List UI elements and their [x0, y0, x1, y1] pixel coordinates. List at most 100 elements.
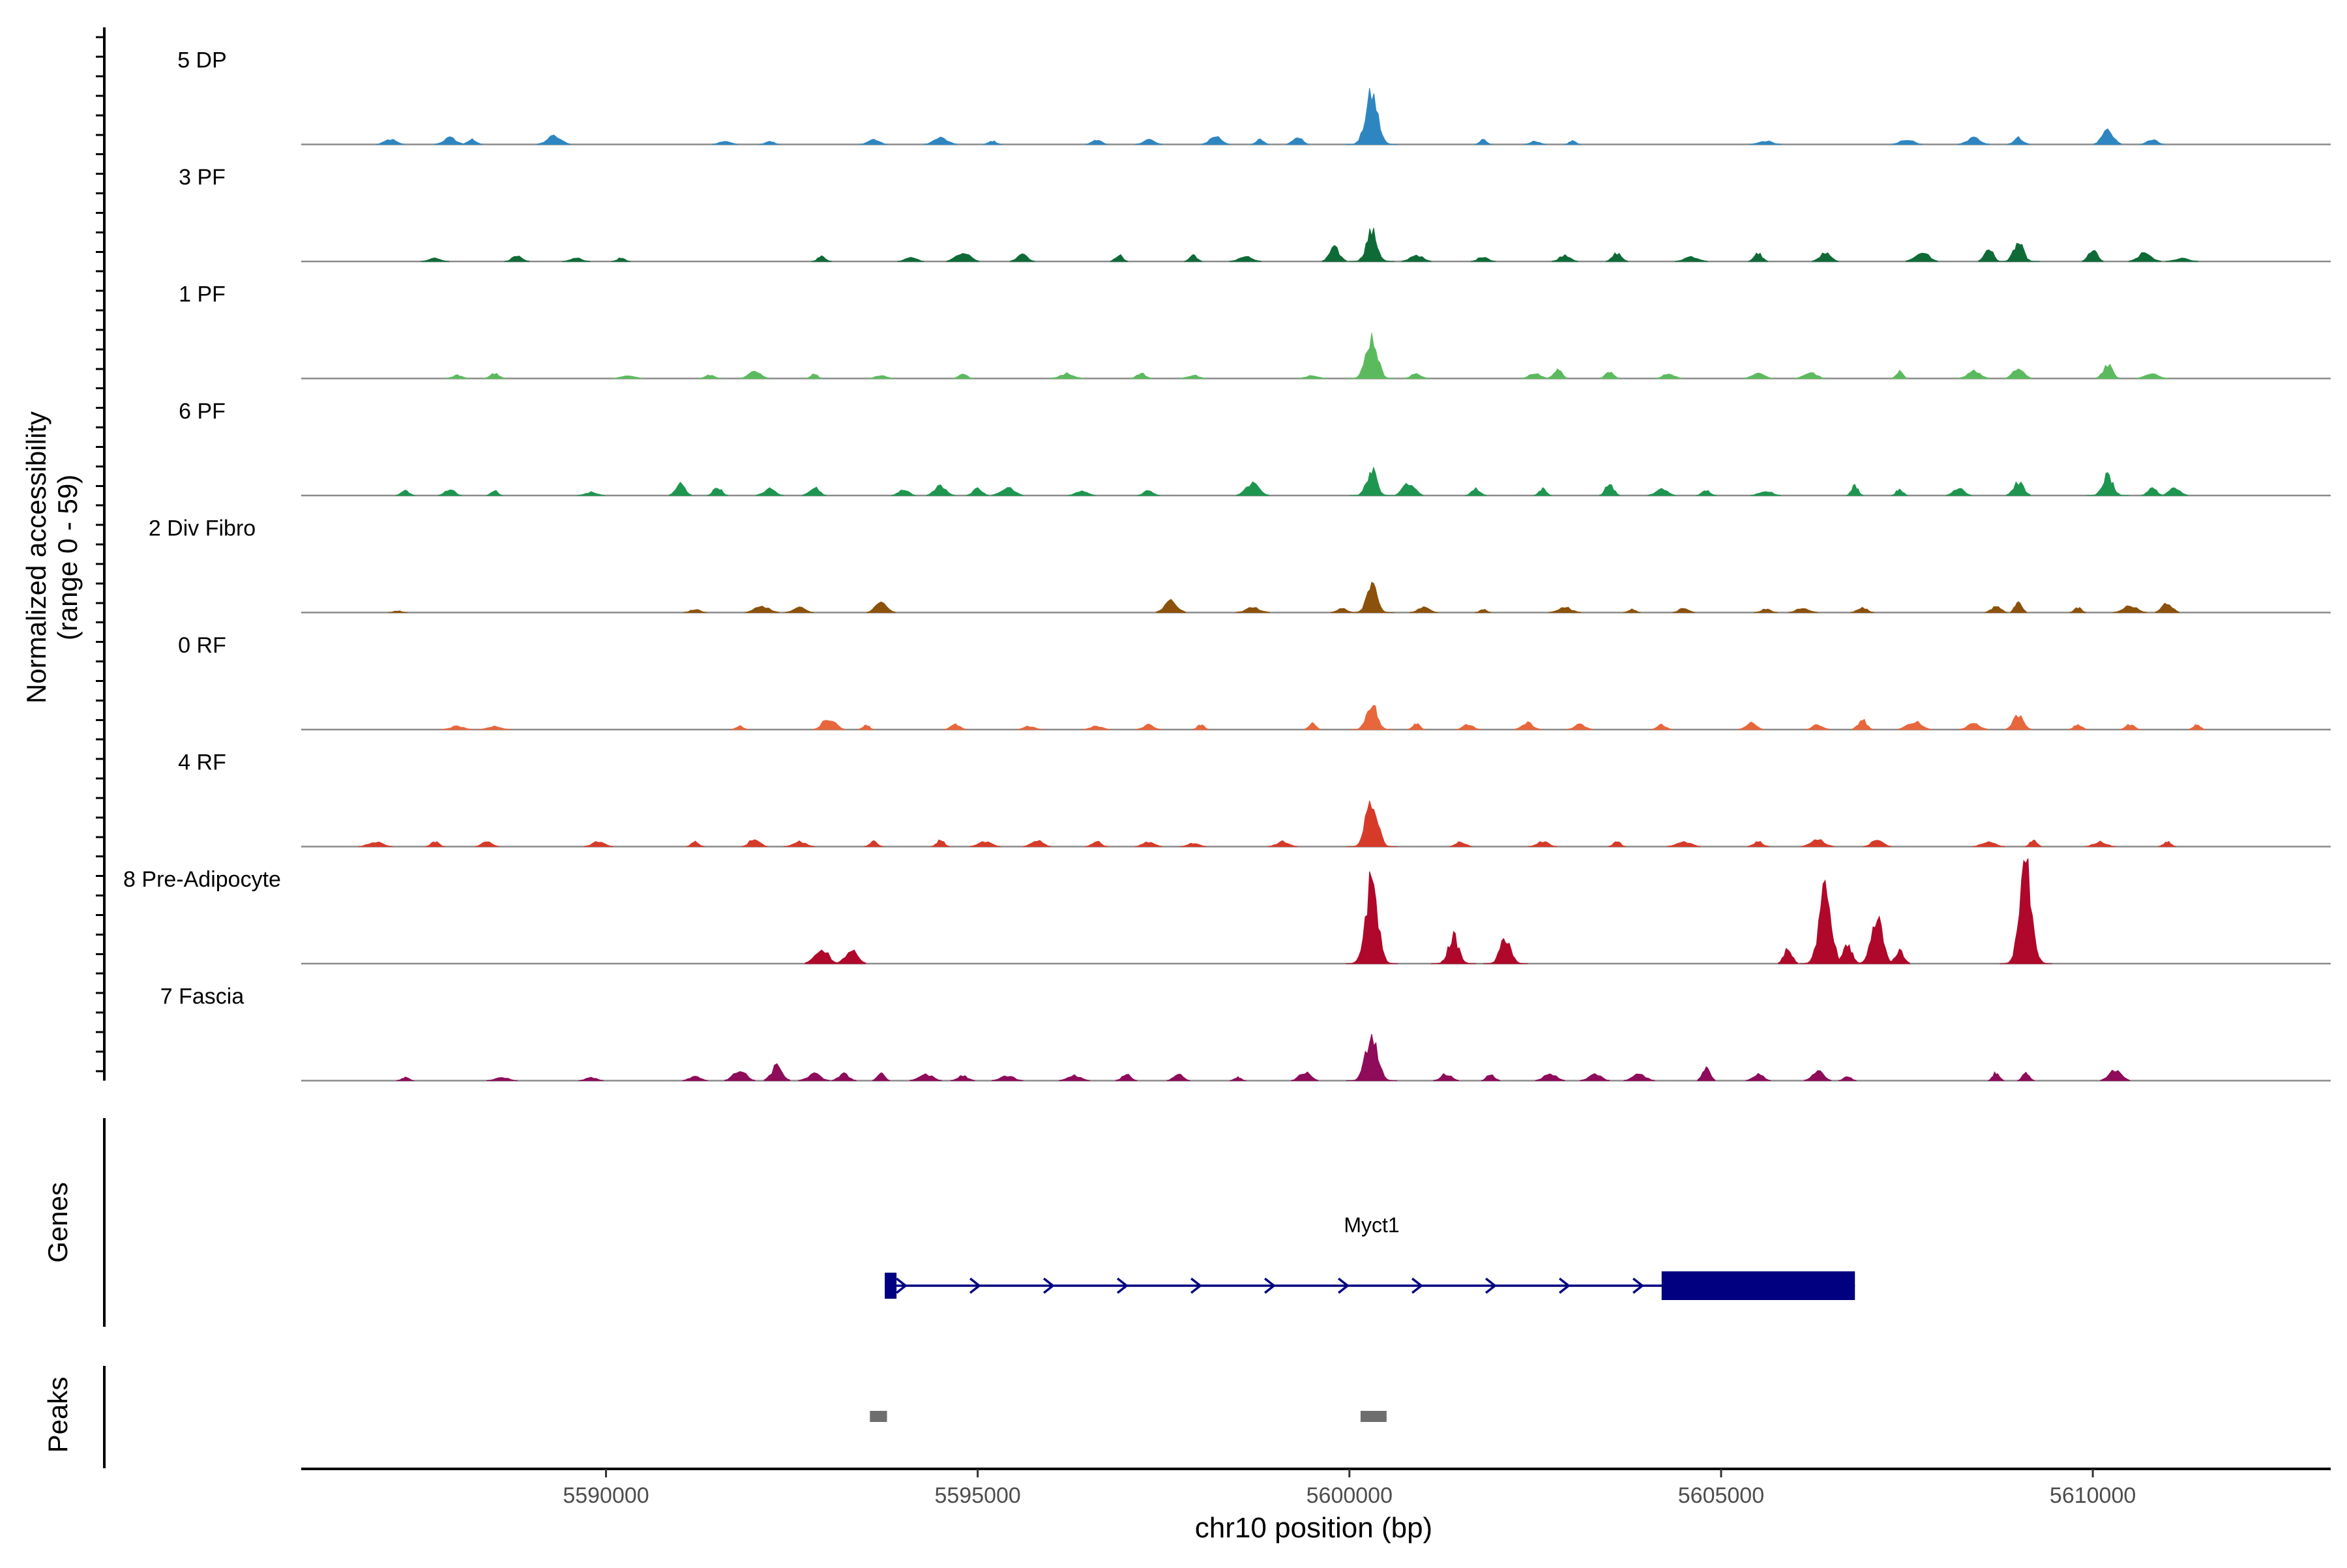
track-label: 4 RF — [178, 750, 226, 775]
strand-arrow — [1190, 1277, 1202, 1294]
x-axis-title: chr10 position (bp) — [1195, 1512, 1432, 1544]
coverage-peak — [1085, 140, 1108, 145]
coverage-peak — [1905, 252, 1938, 262]
coverage-peak — [763, 1063, 791, 1081]
coverage-peak — [437, 489, 462, 496]
coverage-peak — [1528, 841, 1557, 847]
coverage-peak — [1082, 726, 1112, 730]
coverage-peak — [562, 258, 591, 262]
coverage-peak — [475, 841, 499, 847]
coverage-peak — [1675, 256, 1708, 262]
coverage-peak — [2000, 858, 2052, 964]
coverage-peak — [991, 1075, 1024, 1081]
y-axis-title-line1: Normalized accessibility — [21, 411, 52, 703]
strand-arrow — [1411, 1277, 1423, 1294]
coverage-peak — [1623, 608, 1641, 613]
strand-arrow — [1559, 1277, 1571, 1294]
coverage-peak — [969, 841, 1001, 847]
coverage-peak — [745, 605, 780, 613]
coverage-peak — [1050, 372, 1084, 379]
coverage-peak — [966, 487, 990, 496]
coverage-peak — [1009, 253, 1035, 262]
coverage-peak — [1395, 482, 1423, 496]
coverage-peak — [2158, 840, 2176, 847]
coverage-peak — [1651, 723, 1673, 730]
coverage-peak — [1801, 839, 1835, 847]
coverage-peak — [952, 374, 973, 379]
coverage-peak — [1524, 140, 1546, 145]
coverage-peak — [1346, 87, 1398, 145]
coverage-peak — [1647, 488, 1676, 496]
coverage-peak — [1521, 373, 1550, 379]
coverage-peak — [388, 610, 408, 613]
coverage-peak — [1483, 938, 1528, 964]
coverage-peak — [1891, 488, 1908, 496]
coverage-peak — [1155, 599, 1187, 613]
coverage-peak — [1749, 140, 1782, 145]
x-tick-label: 5605000 — [1678, 1483, 1764, 1508]
coverage-peak — [1744, 372, 1773, 379]
coverage-peak — [611, 258, 630, 262]
coverage-peak — [2165, 258, 2199, 262]
coverage-peak — [836, 949, 866, 964]
coverage-peak — [1958, 369, 1989, 379]
coverage-peak — [2095, 363, 2120, 379]
coverage-peak — [486, 490, 503, 496]
track-label: 0 RF — [178, 633, 226, 658]
coverage-peak — [1850, 606, 1874, 613]
coverage-peak — [1291, 1071, 1319, 1081]
coverage-peak — [2100, 1069, 2131, 1081]
coverage-peak — [486, 1077, 518, 1081]
coverage-peak — [1431, 930, 1476, 964]
coverage-peak — [1346, 1033, 1398, 1081]
coverage-peak — [813, 720, 845, 730]
coverage-peak — [1330, 608, 1353, 613]
coverage-peak — [931, 839, 950, 847]
coverage-peak — [943, 723, 967, 730]
coverage-peak — [1449, 841, 1473, 847]
coverage-peak — [1533, 487, 1552, 496]
coverage-peak — [1250, 138, 1270, 145]
coverage-peak — [1347, 333, 1396, 379]
coverage-peak — [897, 257, 924, 262]
coverage-peak — [683, 609, 707, 613]
coverage-peak — [1747, 841, 1770, 847]
coverage-peak — [478, 725, 511, 730]
coverage-peak — [1889, 948, 1910, 964]
coverage-peak — [1229, 256, 1262, 262]
coverage-peak — [740, 370, 770, 379]
coverage-peak — [1068, 490, 1096, 496]
coverage-peak — [1891, 370, 1908, 379]
coverage-peak — [724, 1071, 756, 1081]
coverage-peak — [1346, 871, 1398, 964]
coverage-peak — [613, 375, 643, 379]
coverage-peak — [1085, 840, 1108, 847]
coverage-peak — [2161, 487, 2189, 496]
coverage-peak — [1475, 138, 1492, 145]
coverage-peak — [1672, 608, 1696, 613]
coverage-peak — [434, 136, 465, 145]
coverage-peak — [1179, 842, 1207, 847]
coverage-peak — [1192, 724, 1209, 730]
coverage-peak — [711, 141, 739, 145]
coverage-peak — [583, 841, 613, 847]
coverage-peak — [759, 141, 780, 145]
coverage-peak — [2119, 724, 2141, 730]
x-tick-label: 5590000 — [563, 1483, 649, 1508]
coverage-peak — [2140, 139, 2164, 145]
coverage-peak — [2113, 605, 2147, 613]
coverage-peak — [1795, 372, 1825, 379]
coverage-peak — [2005, 715, 2031, 730]
track-label: 7 Fascia — [160, 984, 244, 1009]
coverage-peak — [1852, 915, 1902, 964]
coverage-peak — [1350, 466, 1394, 496]
coverage-peak — [2068, 724, 2088, 730]
coverage-peak — [1972, 841, 2005, 847]
coverage-peak — [504, 256, 530, 262]
coverage-peak — [806, 374, 823, 379]
coverage-peak — [1235, 607, 1270, 613]
x-tick-label: 5595000 — [934, 1483, 1020, 1508]
coverage-peak — [2005, 368, 2032, 379]
coverage-peak — [577, 491, 606, 496]
